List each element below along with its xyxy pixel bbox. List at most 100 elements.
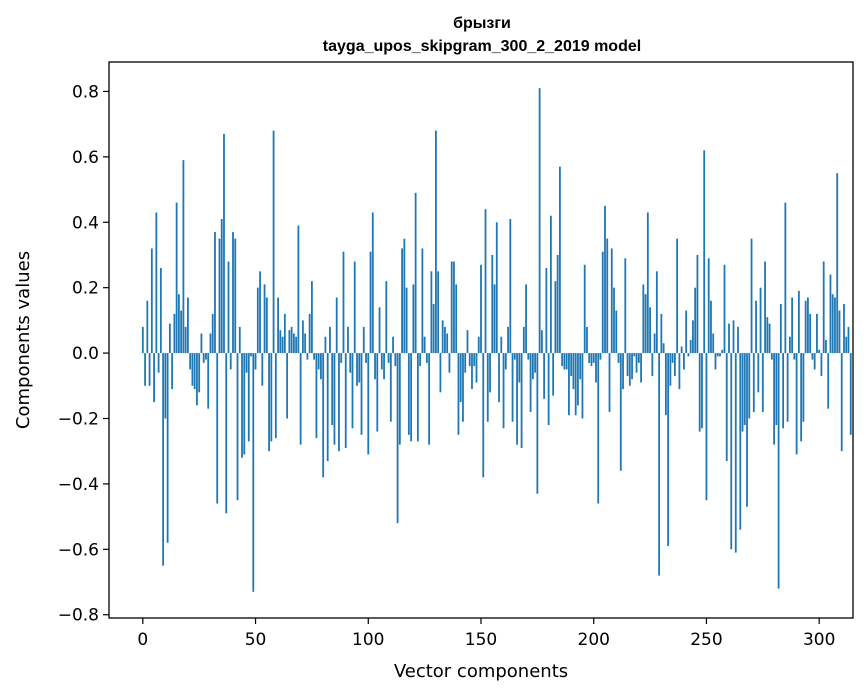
bar: [191, 353, 194, 386]
bar: [811, 353, 814, 360]
bar: [162, 353, 165, 566]
bar: [554, 281, 557, 354]
bar: [597, 353, 600, 504]
x-tick-label: 100: [352, 630, 384, 650]
bar: [658, 353, 661, 576]
bar: [626, 353, 629, 376]
bar: [394, 353, 397, 367]
bar: [401, 248, 403, 354]
bar: [581, 353, 584, 419]
bar: [843, 304, 845, 354]
bar: [369, 251, 372, 354]
bar: [836, 173, 839, 354]
bar: [166, 353, 169, 543]
bar: [793, 353, 796, 360]
bar: [583, 264, 586, 354]
bar: [716, 353, 719, 357]
bar: [229, 353, 232, 370]
bar: [849, 353, 852, 435]
bar: [631, 353, 633, 380]
bar: [768, 323, 771, 354]
bar: [444, 326, 446, 354]
bar: [701, 353, 703, 429]
bar: [707, 258, 710, 354]
x-axis-label: Vector components: [394, 661, 568, 682]
bar: [484, 209, 487, 354]
bar: [389, 353, 392, 422]
bar: [428, 353, 431, 445]
bar: [604, 205, 606, 354]
bar: [326, 353, 329, 462]
bar: [782, 353, 785, 429]
chart-subtitle: tayga_upos_skipgram_300_2_2019 model: [323, 38, 641, 55]
bar: [840, 353, 843, 452]
bar: [148, 353, 151, 386]
bar: [279, 330, 282, 354]
bar: [633, 353, 636, 357]
bar: [446, 333, 449, 354]
bar: [775, 353, 778, 426]
bar: [651, 353, 654, 376]
bar: [356, 353, 358, 386]
bar: [725, 353, 728, 462]
bar: [660, 313, 663, 354]
bar: [617, 353, 620, 363]
bar: [739, 353, 742, 530]
bar: [705, 353, 708, 501]
bar: [813, 353, 816, 370]
bar: [317, 353, 320, 370]
bar: [673, 353, 676, 376]
bar: [755, 300, 757, 354]
bar: [414, 192, 417, 354]
bar: [797, 290, 800, 354]
bar: [238, 326, 241, 354]
bar: [552, 353, 555, 396]
bar: [646, 212, 649, 354]
bar: [351, 353, 354, 429]
bar: [198, 353, 201, 393]
bar: [462, 353, 464, 422]
bar: [439, 353, 442, 393]
bar: [464, 353, 467, 373]
bar: [216, 353, 219, 504]
y-axis-label: Components values: [13, 251, 34, 429]
bar: [410, 353, 413, 442]
bar: [482, 353, 485, 478]
y-tick-label: 0.2: [72, 279, 99, 299]
bar: [543, 353, 546, 399]
bar: [509, 218, 512, 354]
bar: [214, 232, 216, 354]
bar: [164, 353, 167, 419]
bar: [572, 353, 575, 390]
bar: [272, 130, 275, 354]
bar: [655, 271, 658, 354]
x-tick-label: 250: [690, 630, 722, 650]
bar: [759, 287, 762, 354]
bar: [398, 353, 401, 445]
bar: [676, 238, 679, 354]
bar: [315, 353, 318, 439]
bar: [141, 326, 144, 354]
bar: [703, 150, 706, 354]
bar: [283, 313, 286, 354]
bar: [800, 353, 803, 442]
y-tick-label: −0.6: [58, 540, 99, 560]
bar: [466, 330, 469, 354]
bar: [232, 232, 234, 354]
bar: [349, 353, 352, 373]
bar: [342, 251, 345, 354]
bar: [205, 353, 207, 360]
bar: [234, 238, 237, 354]
bar: [265, 297, 268, 354]
bar: [256, 287, 259, 354]
bar: [177, 294, 180, 354]
bar: [421, 248, 424, 354]
bar: [254, 353, 257, 370]
bar: [565, 353, 568, 370]
bar: [347, 326, 349, 354]
bar: [495, 222, 498, 354]
y-tick-label: −0.2: [58, 409, 99, 429]
bar: [437, 271, 440, 354]
bar: [362, 326, 365, 354]
